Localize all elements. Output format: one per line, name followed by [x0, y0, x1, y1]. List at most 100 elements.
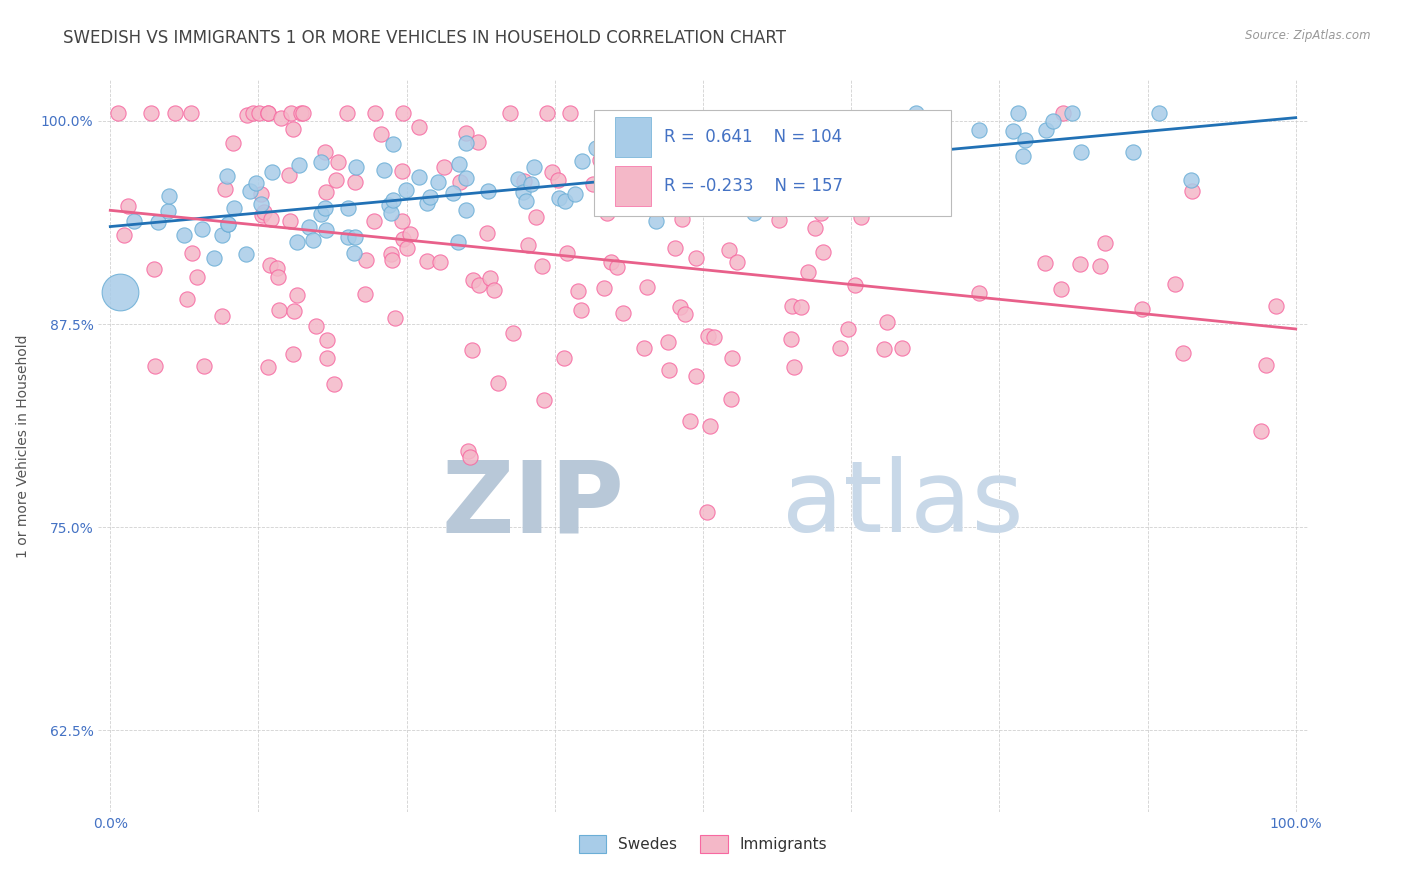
Point — [536, 105, 558, 120]
Point — [664, 241, 686, 255]
Point — [211, 228, 233, 243]
Legend: Swedes, Immigrants: Swedes, Immigrants — [572, 829, 834, 859]
Point — [280, 105, 302, 120]
Point — [337, 201, 360, 215]
Point — [143, 262, 166, 277]
Point — [599, 255, 621, 269]
Point — [1180, 173, 1202, 187]
Point — [217, 169, 239, 183]
Point — [467, 136, 489, 150]
Point — [585, 141, 607, 155]
Point — [1171, 346, 1194, 360]
Point — [725, 255, 748, 269]
Point — [828, 341, 851, 355]
Point — [283, 122, 305, 136]
Point — [699, 178, 721, 193]
Point — [433, 160, 456, 174]
Point — [710, 170, 733, 185]
Point — [547, 173, 569, 187]
Point — [645, 214, 668, 228]
Point — [1250, 425, 1272, 439]
Point — [747, 173, 769, 187]
Point — [181, 245, 204, 260]
Point — [266, 260, 288, 275]
Point — [837, 322, 859, 336]
Point — [180, 105, 202, 120]
Point — [1181, 184, 1204, 198]
Point — [844, 278, 866, 293]
Point — [502, 326, 524, 341]
Point — [456, 171, 478, 186]
Point — [914, 154, 936, 169]
Point — [658, 363, 681, 377]
Point — [270, 111, 292, 125]
Point — [260, 165, 283, 179]
Point — [1254, 358, 1277, 372]
Point — [524, 211, 547, 225]
Point — [316, 351, 339, 365]
Point — [107, 105, 129, 120]
Point — [250, 197, 273, 211]
Point — [461, 343, 484, 357]
Point — [804, 221, 827, 235]
Point — [165, 105, 187, 120]
Point — [797, 265, 820, 279]
Point — [571, 154, 593, 169]
Point — [905, 105, 928, 120]
Point — [457, 444, 479, 458]
Point — [748, 132, 770, 146]
Point — [668, 300, 690, 314]
Point — [636, 279, 658, 293]
Point — [222, 136, 245, 151]
Point — [515, 194, 537, 209]
Point — [280, 214, 302, 228]
Point — [283, 347, 305, 361]
Point — [967, 122, 990, 136]
Point — [891, 341, 914, 355]
Point — [780, 332, 803, 346]
Point — [1265, 299, 1288, 313]
Point — [612, 306, 634, 320]
Point — [810, 206, 832, 220]
Point — [363, 214, 385, 228]
Point — [253, 205, 276, 219]
Point — [157, 203, 180, 218]
Point — [278, 168, 301, 182]
Point — [408, 169, 430, 184]
Point — [675, 161, 697, 176]
Point — [786, 139, 808, 153]
Point — [714, 118, 737, 132]
Point — [782, 299, 804, 313]
Point — [699, 419, 721, 434]
Point — [429, 254, 451, 268]
Point — [114, 227, 136, 242]
Point — [325, 173, 347, 187]
Point — [1007, 105, 1029, 120]
Point — [257, 105, 280, 120]
Point — [250, 208, 273, 222]
Point — [533, 392, 555, 407]
Point — [717, 244, 740, 258]
Point — [336, 230, 359, 244]
Point — [354, 253, 377, 268]
Point — [567, 284, 589, 298]
Point — [416, 196, 439, 211]
Point — [564, 186, 586, 201]
Point — [1062, 105, 1084, 120]
Point — [301, 233, 323, 247]
Text: R = -0.233    N = 157: R = -0.233 N = 157 — [664, 178, 844, 195]
Point — [267, 302, 290, 317]
Point — [1012, 149, 1035, 163]
Point — [1122, 145, 1144, 159]
Point — [582, 178, 605, 192]
Point — [541, 164, 564, 178]
Point — [671, 211, 693, 226]
Point — [589, 153, 612, 167]
Point — [193, 359, 215, 373]
Point — [498, 105, 520, 120]
Point — [443, 186, 465, 200]
Point — [596, 166, 619, 180]
Point — [862, 152, 884, 166]
Point — [554, 194, 576, 209]
Point — [602, 161, 624, 175]
